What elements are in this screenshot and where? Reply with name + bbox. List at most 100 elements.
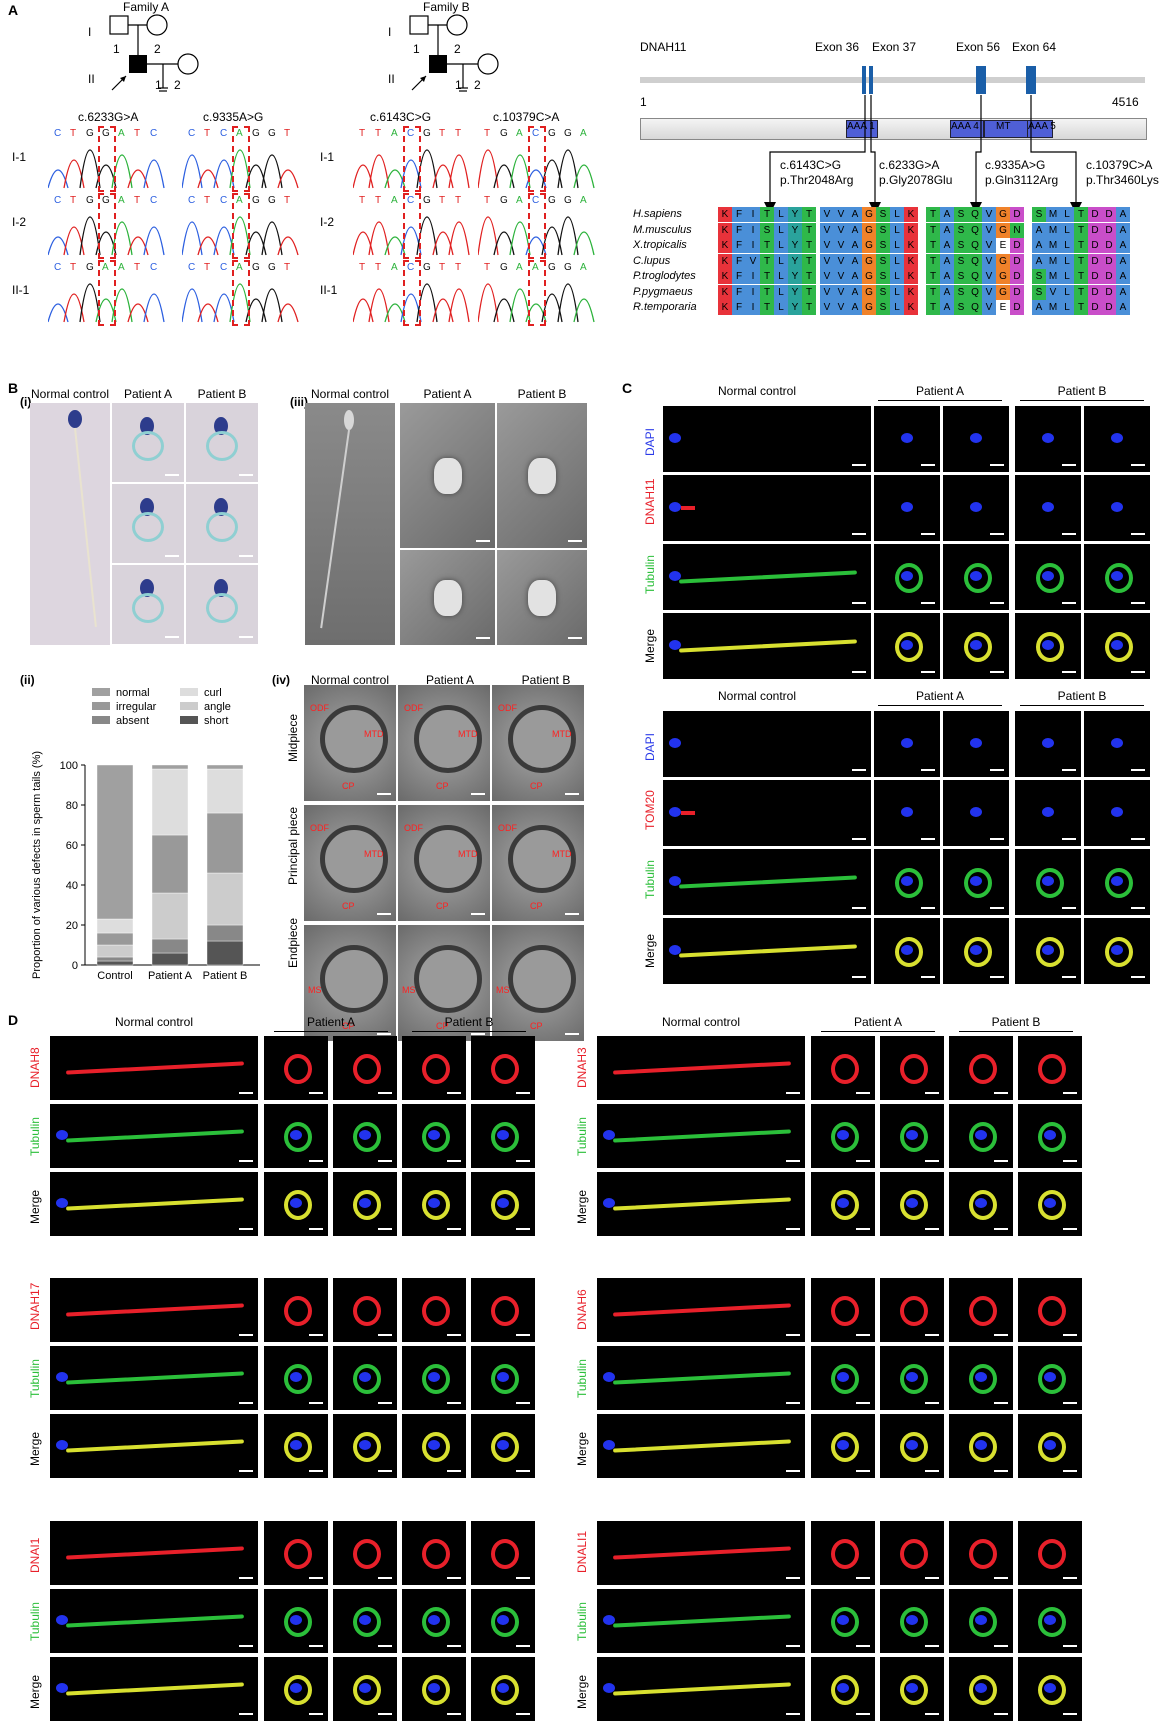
coiled-flagellum — [900, 1432, 928, 1462]
peak — [245, 164, 267, 189]
scale-bar — [921, 602, 935, 604]
residue-cell: Y — [788, 300, 802, 315]
nucleus — [603, 1372, 615, 1382]
nucleus — [1111, 433, 1123, 443]
mutation-highlight — [232, 193, 250, 259]
nucleus — [669, 571, 681, 581]
base-call: G — [268, 262, 276, 273]
tem-annotation: CP — [342, 1021, 355, 1031]
scale-bar — [1063, 1577, 1077, 1579]
peak — [557, 283, 579, 323]
peak — [143, 293, 165, 323]
scale-bar — [990, 671, 1004, 673]
residue-cell: V — [834, 238, 848, 253]
fluorescence-image — [597, 1278, 805, 1342]
tem-annotation: MS — [308, 985, 322, 995]
nucleus — [56, 1683, 68, 1693]
residue-cell: T — [926, 253, 940, 269]
base-call: T — [439, 195, 446, 206]
exon-label: Exon 37 — [872, 40, 917, 54]
residue-cell: S — [954, 269, 968, 284]
residue-cell: G — [862, 284, 876, 300]
flagellum — [679, 570, 857, 584]
fluorescence-image — [880, 1657, 944, 1721]
pedigree-family-b — [409, 14, 499, 92]
base-call: A — [391, 128, 398, 139]
coiled-flagellum — [353, 1539, 381, 1569]
coiled-flagellum — [284, 1675, 312, 1705]
scale-bar — [516, 1645, 530, 1647]
sem-patient — [400, 550, 495, 645]
coiled-flagellum — [491, 1122, 519, 1152]
residue-cell: T — [1074, 269, 1088, 284]
residue-cell: V — [834, 253, 848, 269]
coiled-flagellum — [964, 563, 992, 593]
panel-label-b: B — [8, 380, 19, 396]
y-tick-label: 60 — [66, 840, 78, 852]
micrograph-patient — [186, 484, 258, 563]
scale-bar — [309, 1334, 323, 1336]
scale-bar — [852, 769, 866, 771]
bar-segment-curl — [151, 768, 189, 836]
legend-label: short — [204, 715, 228, 727]
residue-cell: K — [904, 253, 918, 269]
scale-bar — [786, 1577, 800, 1579]
scale-bar — [239, 474, 253, 476]
nucleus — [1111, 502, 1123, 512]
scale-bar — [925, 1160, 939, 1162]
fluorescence-image — [874, 780, 940, 846]
peak — [277, 236, 299, 256]
residue-cell: F — [732, 269, 746, 284]
scale-bar — [565, 793, 579, 795]
tem-annotation: CP — [342, 781, 355, 791]
fluorescence-image — [811, 1414, 875, 1478]
tem-cross-section: ODF MTD CP — [492, 685, 584, 801]
fluorescence-image — [880, 1036, 944, 1100]
base-call: C — [54, 195, 62, 206]
scale-bar — [378, 1645, 392, 1647]
scale-bar — [1131, 769, 1145, 771]
base-call: G — [500, 262, 508, 273]
tem-cross-section: MS CP — [492, 925, 584, 1041]
scale-bar — [990, 838, 1004, 840]
subpanel-label: (iii) — [290, 395, 308, 409]
subpanel-label: (ii) — [20, 673, 35, 687]
residue-cell: T — [926, 269, 940, 284]
scale-bar — [471, 793, 485, 795]
fluorescence-image — [1018, 1172, 1082, 1236]
scale-bar — [239, 1645, 253, 1647]
gene-line — [640, 77, 1145, 83]
scale-bar — [852, 907, 866, 909]
residue-cell: K — [904, 300, 918, 315]
base-call: C — [150, 128, 158, 139]
scale-bar — [921, 464, 935, 466]
mutation-highlight — [403, 126, 421, 192]
scale-bar — [165, 474, 179, 476]
flagellum — [66, 1439, 244, 1453]
coiled-flagellum — [1038, 1539, 1066, 1569]
residue-cell: T — [802, 300, 816, 315]
residue-cell: V — [820, 222, 834, 238]
base-call: G — [564, 128, 572, 139]
micrograph-patient — [112, 484, 184, 563]
scale-bar — [516, 1092, 530, 1094]
base-call: A — [236, 128, 243, 139]
peak — [573, 231, 595, 256]
scale-bar — [447, 1228, 461, 1230]
fluorescence-image — [1084, 544, 1150, 610]
residue-cell: V — [746, 253, 760, 269]
base-call: A — [118, 262, 125, 273]
residue-cell: T — [1074, 300, 1088, 315]
residue-cell: V — [820, 269, 834, 284]
base-call: G — [548, 195, 556, 206]
base-call: T — [484, 262, 491, 273]
residue-cell: L — [1060, 253, 1074, 269]
peak — [368, 154, 390, 189]
peak — [353, 231, 374, 256]
species-label: X.tropicalis — [633, 239, 687, 251]
bar-segment-angle — [96, 944, 134, 958]
sem-patient — [400, 403, 495, 548]
base-call: C — [188, 262, 196, 273]
residue-cell: K — [718, 238, 732, 253]
